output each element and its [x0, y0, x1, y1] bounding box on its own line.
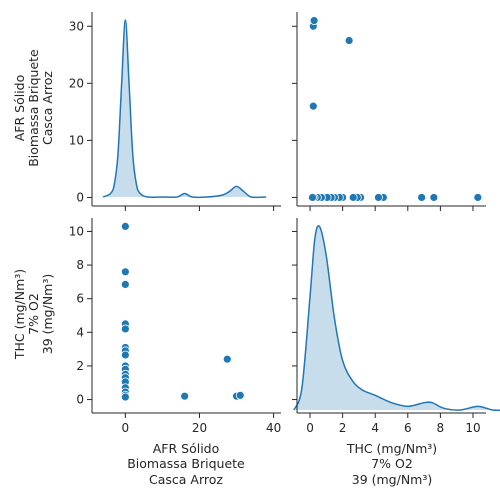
y-tick-label: 4 — [76, 325, 84, 339]
y-tick-label: 20 — [69, 76, 84, 90]
x-label-line-1: THC (mg/Nm³) — [346, 441, 437, 456]
y-tick-label: 0 — [76, 190, 84, 204]
x-label-line-1: AFR Sólido — [153, 441, 220, 456]
scatter-point — [344, 36, 354, 45]
x-axis-label-left: AFR Sólido Biomassa Briquete Casca Arroz — [127, 441, 245, 487]
x-tick-label: 6 — [404, 421, 412, 435]
scatter-point — [417, 193, 427, 202]
scatter-point — [235, 390, 245, 400]
x-tick-label: 4 — [371, 421, 379, 435]
scatter-point — [348, 193, 358, 202]
scatter-point — [222, 354, 232, 364]
scatter-point — [120, 222, 130, 231]
y-tick-label: 6 — [76, 292, 84, 306]
y-axis-label-top: AFR Sólido Biomassa Briquete Casca Arroz — [12, 49, 55, 167]
x-label-line-2: 7% O2 — [371, 456, 413, 471]
x-tick-label: 0 — [306, 421, 314, 435]
panel-afr-kde: 0 10 20 30 — [69, 12, 281, 211]
y-label-line-1: THC (mg/Nm³) — [12, 269, 27, 360]
x-label-line-3: 39 (mg/Nm³) — [352, 472, 433, 487]
scatter-point — [308, 193, 317, 202]
scatter-point — [120, 280, 130, 289]
x-tick-label: 2 — [339, 421, 347, 435]
x-label-line-3: Casca Arroz — [149, 472, 223, 487]
y-tick-label: 0 — [76, 393, 84, 407]
scatter-point — [374, 193, 383, 202]
y-tick-label: 8 — [76, 258, 84, 272]
scatter-point — [309, 16, 319, 25]
x-label-line-2: Biomassa Briquete — [127, 456, 245, 471]
thc-kde-line — [293, 225, 500, 412]
y-label-line-2: Biomassa Briquete — [26, 49, 41, 167]
panel-afr-vs-thc-scatter — [292, 12, 486, 211]
afr-kde-line — [102, 19, 267, 199]
y-tick-label: 10 — [69, 133, 84, 147]
scatter-point — [120, 392, 130, 402]
y-tick-label: 10 — [69, 224, 84, 238]
scatter-point — [180, 391, 190, 401]
afr-kde-fill — [103, 20, 267, 198]
x-tick-label: 10 — [465, 421, 480, 435]
panel-thc-vs-afr-scatter: 0 2 4 6 8 10 0 20 40 — [69, 218, 281, 435]
x-tick-label: 0 — [122, 421, 130, 435]
x-axis-label-right: THC (mg/Nm³) 7% O2 39 (mg/Nm³) — [346, 441, 437, 487]
scatter-point — [429, 193, 439, 202]
y-label-line-3: 39 (mg/Nm³) — [40, 274, 55, 355]
scatter-point — [120, 267, 130, 277]
y-label-line-2: 7% O2 — [26, 293, 41, 335]
y-label-line-3: Casca Arroz — [40, 71, 55, 145]
scatter-point — [473, 193, 483, 202]
scatter-point — [120, 350, 130, 360]
x-tick-label: 20 — [192, 421, 207, 435]
x-tick-label: 8 — [437, 421, 445, 435]
thc-kde-fill — [293, 225, 500, 411]
x-tick-label: 40 — [266, 421, 281, 435]
scatter-point — [120, 324, 130, 334]
y-label-line-1: AFR Sólido — [12, 75, 27, 142]
scatter-point — [308, 101, 318, 111]
panel-thc-kde: 0 2 4 6 8 10 — [292, 218, 500, 435]
y-tick-label: 2 — [76, 359, 84, 373]
y-axis-label-bottom: THC (mg/Nm³) 7% O2 39 (mg/Nm³) — [12, 269, 55, 360]
y-tick-label: 30 — [69, 19, 84, 33]
